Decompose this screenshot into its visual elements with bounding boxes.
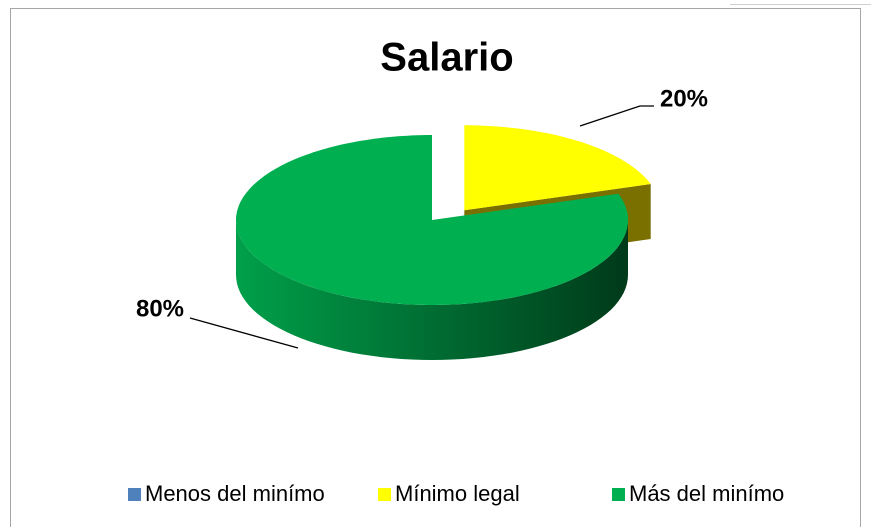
leader-line [189,317,299,349]
slice-side [236,220,628,360]
data-label: 20% [660,85,708,112]
leader-line [579,105,654,127]
chart-title: Salario [380,36,513,80]
legend-swatch [378,488,391,501]
slice-top [236,135,628,305]
slice [236,135,628,360]
legend-label: Mínimo legal [395,481,520,506]
legend-label: Más del minímo [629,481,784,506]
slice-top [464,125,651,211]
data-label: 80% [136,295,184,322]
legend-label: Menos del minímo [145,481,325,506]
legend-swatch [128,488,141,501]
legend-swatch [612,488,625,501]
